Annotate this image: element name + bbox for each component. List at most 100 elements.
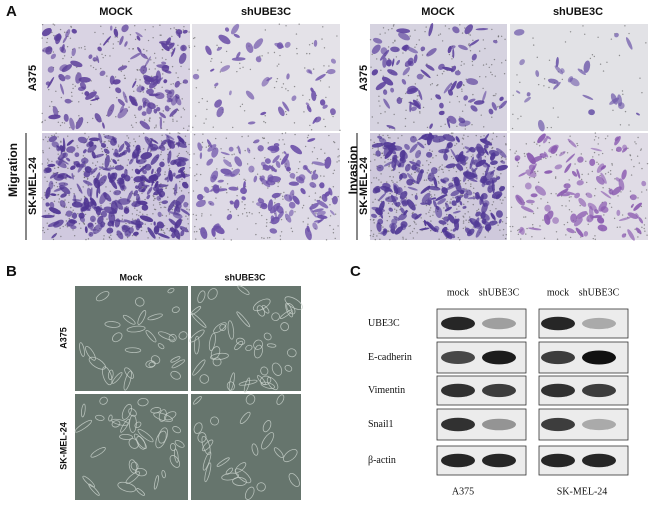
cell: [84, 226, 88, 234]
pore: [120, 70, 123, 73]
pore: [448, 169, 450, 172]
pore: [52, 23, 54, 25]
pore: [231, 153, 233, 156]
cell: [417, 141, 425, 149]
pore: [512, 94, 514, 97]
pore: [472, 187, 475, 190]
cell: [117, 98, 125, 106]
pore: [611, 149, 613, 151]
pore: [540, 198, 542, 200]
pore: [197, 69, 199, 71]
cell: [266, 343, 277, 348]
pore: [380, 112, 382, 115]
pore: [51, 134, 53, 137]
pore: [84, 213, 87, 216]
pore: [428, 164, 430, 166]
cell: [383, 98, 391, 109]
cell: [90, 228, 97, 231]
pore: [169, 107, 171, 110]
cell: [203, 186, 210, 194]
cell-line-label: A375: [452, 486, 474, 497]
pore: [80, 198, 82, 200]
pore: [576, 142, 578, 145]
cell: [437, 198, 446, 205]
pore: [76, 145, 78, 147]
pore: [153, 127, 156, 129]
micrograph: [41, 132, 191, 241]
pore: [394, 39, 396, 41]
pore: [614, 178, 616, 180]
pore: [155, 124, 157, 126]
pore: [134, 116, 137, 119]
cell: [391, 218, 398, 225]
protein-label: β-actin: [368, 455, 396, 466]
cell: [627, 212, 639, 219]
column-header: shUBE3C: [224, 272, 266, 282]
cell: [390, 147, 397, 151]
cell: [617, 94, 623, 107]
pore: [114, 76, 117, 78]
pore: [422, 164, 424, 166]
pore: [455, 170, 458, 173]
cell: [273, 447, 284, 459]
cell: [234, 462, 247, 473]
pore: [461, 90, 463, 93]
pore: [115, 116, 117, 118]
pore: [132, 126, 134, 128]
pore: [101, 53, 103, 56]
cell: [207, 144, 217, 152]
cell: [112, 159, 117, 165]
pore: [105, 114, 108, 117]
cell: [438, 110, 445, 116]
cell: [271, 192, 281, 199]
cell: [126, 190, 133, 202]
cell: [210, 170, 219, 183]
cell: [448, 182, 454, 188]
pore: [74, 85, 76, 87]
cell: [159, 112, 167, 119]
pore: [405, 197, 408, 199]
cell: [50, 53, 57, 60]
cell: [190, 306, 202, 315]
pore: [375, 177, 378, 179]
pore: [311, 178, 314, 181]
pore: [87, 184, 89, 187]
pore: [503, 73, 506, 75]
cell: [567, 138, 577, 148]
pore: [132, 48, 134, 50]
cell: [47, 163, 56, 168]
pore: [370, 139, 372, 141]
pore: [409, 224, 411, 227]
cell: [284, 213, 292, 223]
pore: [438, 169, 440, 171]
pore: [587, 173, 590, 175]
cell: [124, 168, 128, 177]
pore: [624, 110, 627, 113]
pore: [52, 238, 55, 241]
pore: [80, 47, 83, 49]
pore: [450, 132, 453, 134]
pore: [284, 132, 287, 134]
pore: [393, 113, 395, 116]
pore: [447, 229, 449, 231]
cell: [164, 176, 169, 181]
cell: [65, 29, 71, 38]
pore: [585, 160, 587, 163]
pore: [302, 94, 304, 97]
micrograph: [509, 132, 649, 241]
pore: [163, 121, 165, 123]
pore: [166, 129, 168, 131]
cell: [199, 374, 210, 384]
cell: [239, 411, 251, 424]
cell: [566, 227, 575, 234]
pore: [437, 34, 440, 36]
cell: [201, 439, 214, 452]
pore: [53, 200, 56, 203]
pore: [243, 178, 245, 181]
cell: [496, 148, 507, 158]
pore: [62, 57, 64, 60]
pore: [183, 109, 186, 111]
cell: [52, 106, 59, 117]
pore: [532, 44, 535, 46]
pore: [139, 211, 141, 213]
